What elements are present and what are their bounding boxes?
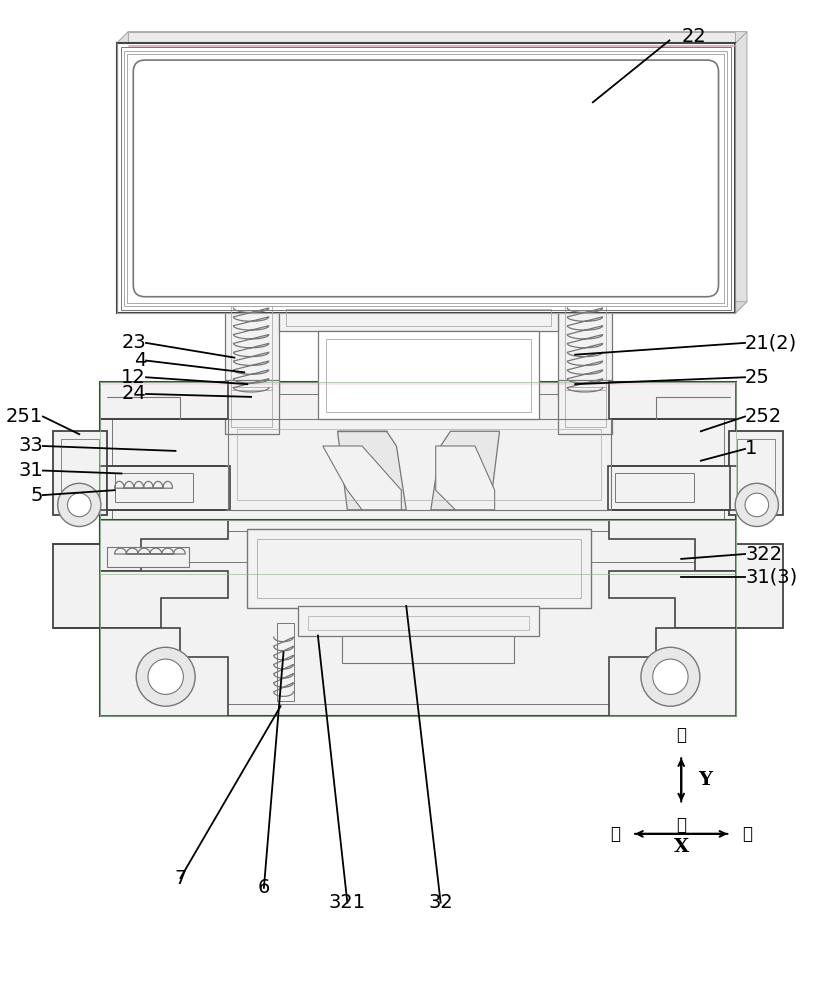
- Bar: [61, 439, 99, 507]
- Polygon shape: [100, 571, 227, 628]
- Bar: [124, 51, 728, 306]
- Polygon shape: [116, 32, 747, 43]
- Text: 31(3): 31(3): [745, 567, 798, 586]
- Circle shape: [735, 483, 779, 527]
- Bar: [559, 299, 612, 397]
- Bar: [607, 466, 730, 510]
- Bar: [225, 380, 279, 434]
- Polygon shape: [116, 302, 747, 313]
- Text: 322: 322: [745, 545, 782, 564]
- Text: 右: 右: [742, 825, 752, 843]
- Bar: [729, 431, 784, 515]
- Circle shape: [148, 659, 184, 694]
- Polygon shape: [436, 446, 494, 510]
- Text: 4: 4: [133, 351, 146, 370]
- Bar: [116, 43, 735, 313]
- Bar: [247, 529, 591, 608]
- Text: 1: 1: [745, 439, 757, 458]
- Circle shape: [68, 493, 91, 517]
- Bar: [107, 466, 230, 510]
- Bar: [53, 431, 107, 515]
- Bar: [257, 539, 581, 598]
- Circle shape: [641, 647, 700, 706]
- Polygon shape: [609, 571, 736, 628]
- Bar: [112, 531, 724, 704]
- Text: 5: 5: [30, 486, 43, 505]
- Bar: [729, 544, 784, 628]
- Text: 23: 23: [121, 333, 146, 352]
- Text: 12: 12: [121, 368, 146, 387]
- Text: 31: 31: [18, 461, 43, 480]
- Bar: [325, 339, 531, 412]
- Text: 22: 22: [681, 27, 706, 46]
- Bar: [107, 547, 190, 567]
- Bar: [100, 520, 736, 716]
- Bar: [232, 306, 272, 390]
- Bar: [565, 306, 606, 390]
- Text: X: X: [673, 838, 689, 856]
- Bar: [237, 429, 601, 500]
- Bar: [227, 419, 611, 510]
- Text: 上: 上: [677, 726, 686, 744]
- Polygon shape: [100, 628, 227, 716]
- Polygon shape: [323, 446, 401, 510]
- Bar: [308, 616, 529, 630]
- Bar: [225, 299, 279, 397]
- Polygon shape: [338, 431, 406, 510]
- Bar: [298, 606, 539, 636]
- Circle shape: [136, 647, 195, 706]
- Text: 33: 33: [18, 436, 43, 455]
- Bar: [343, 636, 514, 663]
- Text: 6: 6: [258, 878, 270, 897]
- Bar: [287, 309, 550, 326]
- Bar: [120, 47, 731, 310]
- Polygon shape: [116, 32, 129, 313]
- Polygon shape: [431, 431, 499, 510]
- Text: 32: 32: [428, 893, 453, 912]
- Bar: [112, 394, 724, 562]
- Text: 252: 252: [745, 407, 782, 426]
- Circle shape: [653, 659, 688, 694]
- Bar: [100, 382, 227, 419]
- Bar: [565, 387, 606, 427]
- Text: Y: Y: [698, 771, 712, 789]
- Bar: [609, 382, 736, 419]
- Bar: [559, 380, 612, 434]
- Circle shape: [58, 483, 101, 527]
- Bar: [616, 473, 694, 502]
- Text: 24: 24: [121, 384, 146, 403]
- Bar: [277, 623, 294, 701]
- Text: 25: 25: [745, 368, 770, 387]
- Polygon shape: [609, 628, 736, 716]
- Polygon shape: [735, 32, 747, 313]
- Bar: [737, 439, 775, 507]
- Polygon shape: [609, 520, 736, 571]
- Text: 21(2): 21(2): [745, 333, 798, 352]
- Bar: [279, 302, 559, 331]
- Polygon shape: [100, 520, 227, 571]
- Bar: [115, 473, 193, 502]
- Text: 251: 251: [6, 407, 43, 426]
- FancyBboxPatch shape: [133, 60, 719, 297]
- Bar: [129, 32, 735, 302]
- Text: 321: 321: [329, 893, 366, 912]
- Bar: [128, 54, 724, 303]
- Circle shape: [745, 493, 769, 517]
- Text: 7: 7: [174, 869, 186, 888]
- Bar: [53, 544, 107, 628]
- Bar: [232, 387, 272, 427]
- Text: 左: 左: [611, 825, 620, 843]
- Bar: [318, 331, 539, 419]
- Bar: [100, 382, 736, 574]
- Text: 下: 下: [677, 816, 686, 834]
